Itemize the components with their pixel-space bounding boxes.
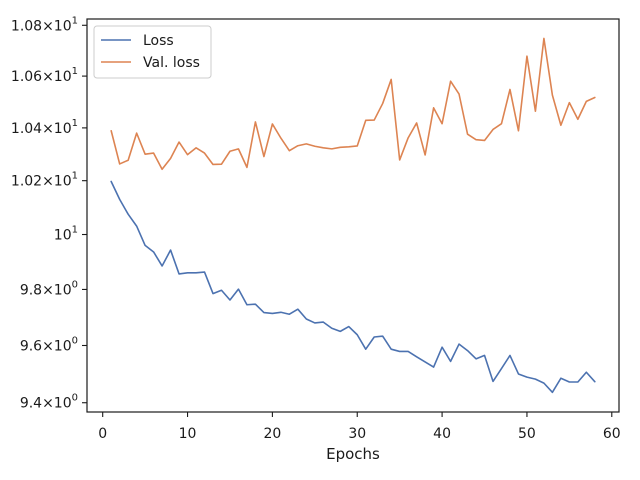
series-line-loss (110, 180, 596, 394)
x-tick-label: 60 (603, 426, 621, 442)
y-tick-label: 1.02×101 (11, 171, 78, 190)
y-axis: 9.4×1009.6×1009.8×1001011.02×1011.04×101… (11, 15, 87, 412)
series-layer (110, 37, 596, 394)
x-tick-label: 10 (179, 426, 197, 442)
y-tick-label: 9.6×100 (20, 335, 78, 354)
y-tick-label: 1.06×101 (11, 66, 78, 85)
legend: Loss Val. loss (93, 25, 212, 79)
legend-label-val-loss: Val. loss (143, 55, 200, 71)
y-tick-label: 1.08×101 (11, 15, 78, 34)
plot-frame (86, 18, 620, 413)
legend-label-loss: Loss (143, 33, 174, 49)
y-tick-label: 1.04×101 (11, 118, 78, 137)
x-tick-label: 0 (98, 426, 107, 442)
x-tick-label: 50 (518, 426, 536, 442)
series-line-val-loss (110, 37, 596, 171)
x-tick-label: 40 (433, 426, 451, 442)
x-axis: 0 10 20 30 40 50 60 (98, 412, 621, 442)
y-tick-label: 9.8×100 (20, 279, 78, 298)
x-tick-label: 20 (263, 426, 281, 442)
y-tick-label: 9.4×100 (20, 393, 78, 412)
x-axis-label: Epochs (326, 445, 380, 463)
legend-box (93, 25, 212, 79)
x-tick-label: 30 (348, 426, 366, 442)
